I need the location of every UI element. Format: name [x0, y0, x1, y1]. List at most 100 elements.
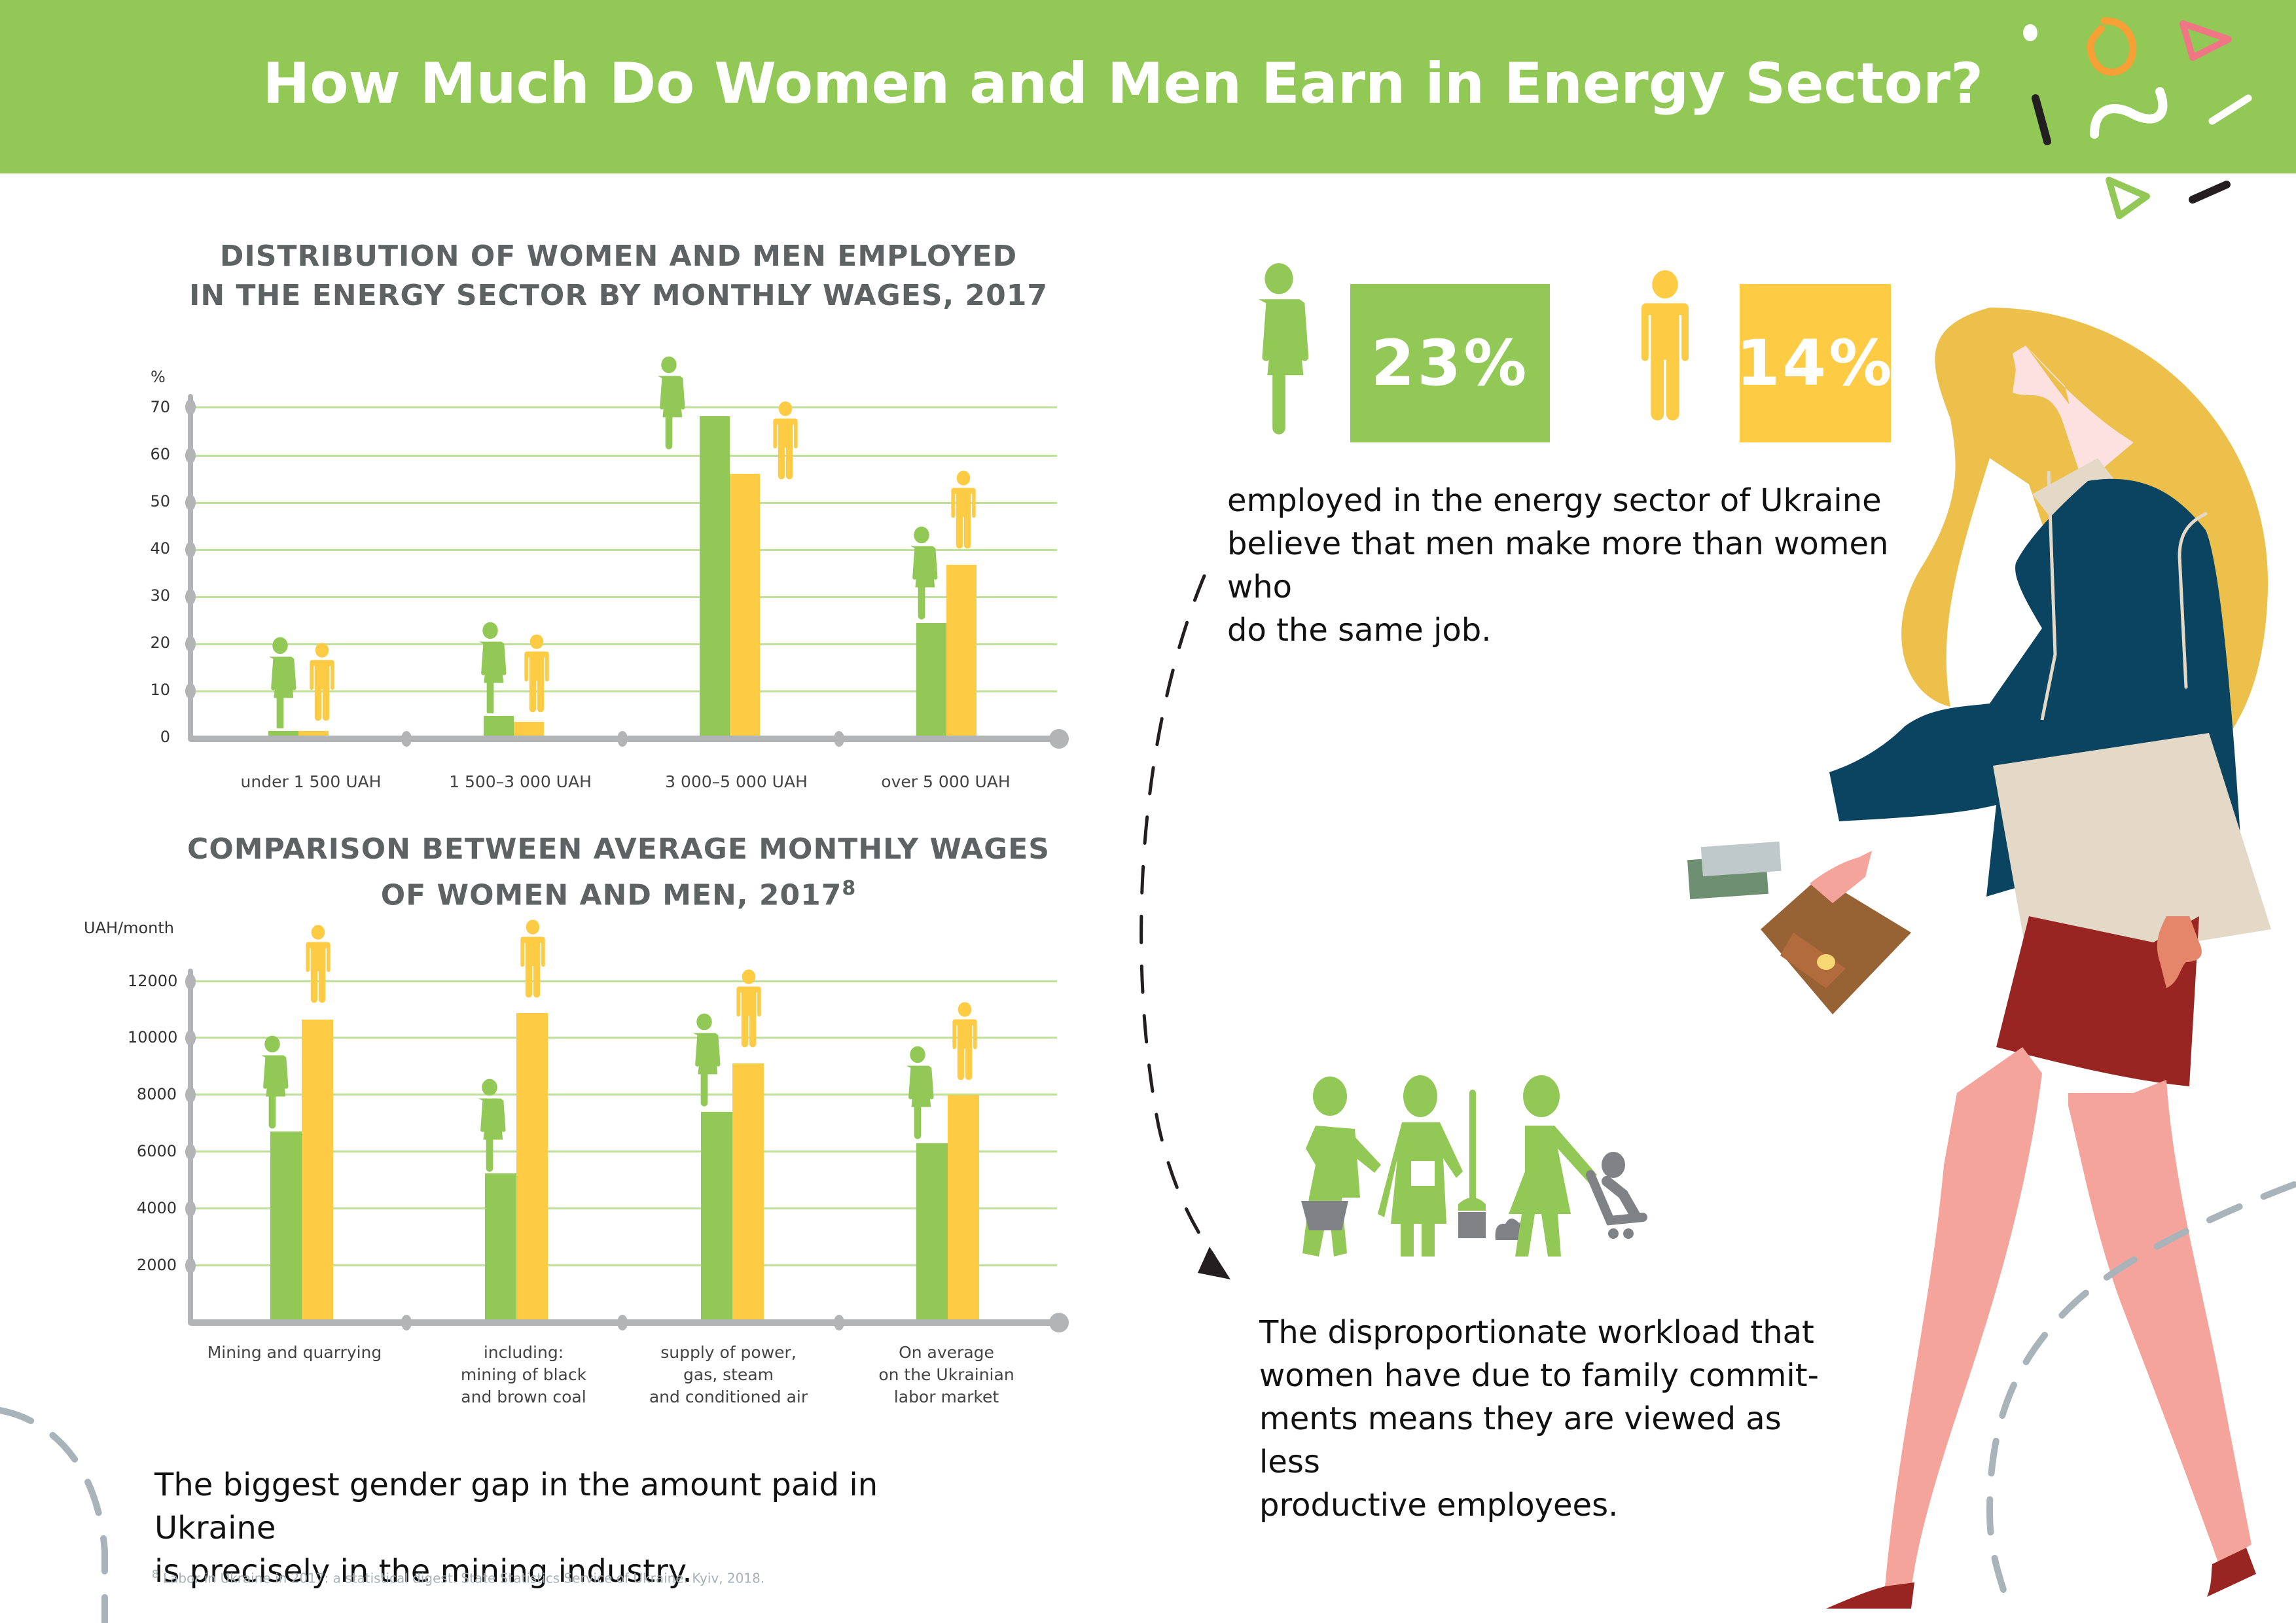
workload-line: ments means they are viewed as less — [1259, 1400, 1782, 1480]
chart2-title-line2-wrap: OF WOMEN AND MEN, 20178 — [160, 869, 1077, 916]
bar-men-over-5000 — [946, 565, 977, 738]
axis-end-dot — [1049, 1313, 1069, 1332]
y-tick: 20 — [150, 633, 170, 652]
x-category-label: over 5 000 UAH — [881, 772, 1011, 791]
workload-line: productive employees. — [1259, 1487, 1619, 1524]
y-tick: 8000 — [136, 1085, 177, 1103]
bar-men-1500-3000 — [514, 722, 544, 738]
axis-dot — [185, 1087, 196, 1103]
woman-sweeping-icon — [1378, 1075, 1529, 1257]
axis-dot — [185, 542, 196, 558]
women-stat-box: 23% — [1350, 284, 1550, 442]
y-axis — [188, 394, 193, 741]
workload-line: women have due to family commit- — [1259, 1357, 1819, 1394]
bar-women-power — [701, 1112, 732, 1322]
x-category-label: including: mining of black and brown coa… — [425, 1342, 622, 1408]
woman-pictogram-icon — [260, 1035, 289, 1129]
confetti-decoration-icon — [2023, 17, 2252, 219]
caption-line: believe that men make more than women wh… — [1227, 526, 1889, 605]
axis-dot — [617, 731, 628, 747]
y-tick: 2000 — [136, 1256, 177, 1274]
chart1-title: DISTRIBUTION OF WOMEN AND MEN EMPLOYED I… — [160, 237, 1077, 315]
axis-dot — [617, 1315, 628, 1330]
caption-line: do the same job. — [1227, 612, 1492, 649]
label-line: supply of power, — [660, 1343, 797, 1362]
men-stat-box: 14% — [1736, 284, 1892, 442]
x-category-label: supply of power, gas, steam and conditio… — [630, 1342, 827, 1408]
axis-dot — [185, 974, 196, 990]
woman-pictogram-icon — [1258, 263, 1309, 435]
x-category-label: under 1 500 UAH — [240, 772, 382, 791]
workload-text: The disproportionate workload that women… — [1259, 1311, 1848, 1527]
chart2-title: COMPARISON BETWEEN AVERAGE MONTHLY WAGES… — [160, 830, 1077, 916]
chart2-plot: 2000 4000 6000 8000 10000 12000 Mining a… — [0, 0, 1113, 1440]
y-tick: 40 — [150, 539, 170, 558]
label-line: gas, steam — [683, 1365, 774, 1384]
axis-dot — [834, 1315, 844, 1330]
workload-line: The disproportionate workload that — [1259, 1314, 1814, 1351]
label-line: including: — [483, 1343, 564, 1362]
axis-dot — [185, 589, 196, 605]
gridline — [193, 980, 1057, 982]
label-line: mining of black — [460, 1365, 587, 1384]
axis-dot — [185, 683, 196, 699]
label-line: Mining and quarrying — [207, 1343, 382, 1362]
gridline — [193, 502, 1057, 504]
x-category-label: 1 500–3 000 UAH — [449, 772, 592, 791]
label-line: on the Ukrainian — [878, 1365, 1014, 1384]
axis-dot — [185, 1030, 196, 1046]
y-tick: 12000 — [128, 972, 178, 990]
man-pictogram-icon — [306, 925, 331, 1003]
page-title: How Much Do Women and Men Earn in Energy… — [262, 51, 1983, 116]
axis-dot — [185, 495, 196, 510]
gridline — [193, 596, 1057, 598]
dashed-arc-decoration-icon — [0, 1407, 108, 1623]
chart2-title-line2: OF WOMEN AND MEN, 2017 — [380, 878, 842, 912]
axis-dot — [401, 1315, 412, 1330]
y-tick: 60 — [150, 445, 170, 463]
gridline — [193, 455, 1057, 457]
bar-men-average — [948, 1095, 979, 1322]
stats-caption: employed in the energy sector of Ukraine… — [1227, 479, 1947, 652]
y-tick: 6000 — [136, 1142, 177, 1160]
chart2-y-unit: UAH/month — [84, 919, 175, 937]
bar-men-under-1500 — [298, 731, 329, 738]
y-tick: 10 — [150, 681, 170, 699]
chart1-title-line2: IN THE ENERGY SECTOR BY MONTHLY WAGES, 2… — [188, 279, 1049, 312]
bar-women-3000-5000 — [700, 416, 730, 738]
y-tick: 10000 — [128, 1028, 178, 1046]
family-workload-icons — [1301, 1075, 1647, 1257]
label-line: and brown coal — [461, 1387, 586, 1406]
y-tick: 4000 — [136, 1199, 177, 1217]
bar-women-over-5000 — [916, 623, 946, 738]
bar-women-under-1500 — [268, 731, 298, 738]
y-tick: 50 — [150, 492, 170, 510]
label-line: labor market — [893, 1387, 999, 1406]
axis-end-dot — [1049, 729, 1069, 749]
bar-women-average — [916, 1143, 948, 1322]
gridline — [193, 690, 1057, 692]
footnote-text: Labor in Ukraine in 2017: a statistical … — [162, 1570, 765, 1586]
x-category-label: On average on the Ukrainian labor market — [848, 1342, 1045, 1408]
dashed-arrow-icon — [1139, 574, 1230, 1279]
conclusion-text: The biggest gender gap in the amount pai… — [154, 1463, 1005, 1593]
bar-men-mining — [302, 1020, 333, 1322]
gridline — [193, 549, 1057, 551]
conclusion-line: The biggest gender gap in the amount pai… — [154, 1467, 878, 1546]
footnote-mark: 8 — [842, 877, 857, 900]
chart1-title-line1: DISTRIBUTION OF WOMEN AND MEN EMPLOYED — [219, 240, 1018, 273]
gridline — [193, 1037, 1057, 1039]
label-line: and conditioned air — [649, 1387, 808, 1406]
axis-dot — [834, 731, 844, 747]
man-pictogram-icon — [736, 969, 761, 1048]
footnote-mark: 8 — [152, 1568, 159, 1580]
footnote: 8 Labor in Ukraine in 2017: a statistica… — [152, 1568, 764, 1586]
man-pictogram-icon — [520, 919, 545, 998]
axis-dot — [185, 448, 196, 463]
axis-dot — [185, 636, 196, 652]
bar-men-3000-5000 — [730, 474, 760, 738]
x-category-label: Mining and quarrying — [196, 1342, 393, 1364]
gridline — [193, 1150, 1057, 1152]
woman-pictogram-icon — [906, 1046, 934, 1139]
chart1-plot: 0 10 20 30 40 50 60 70 under 1 500 UAH 1… — [0, 0, 1113, 805]
